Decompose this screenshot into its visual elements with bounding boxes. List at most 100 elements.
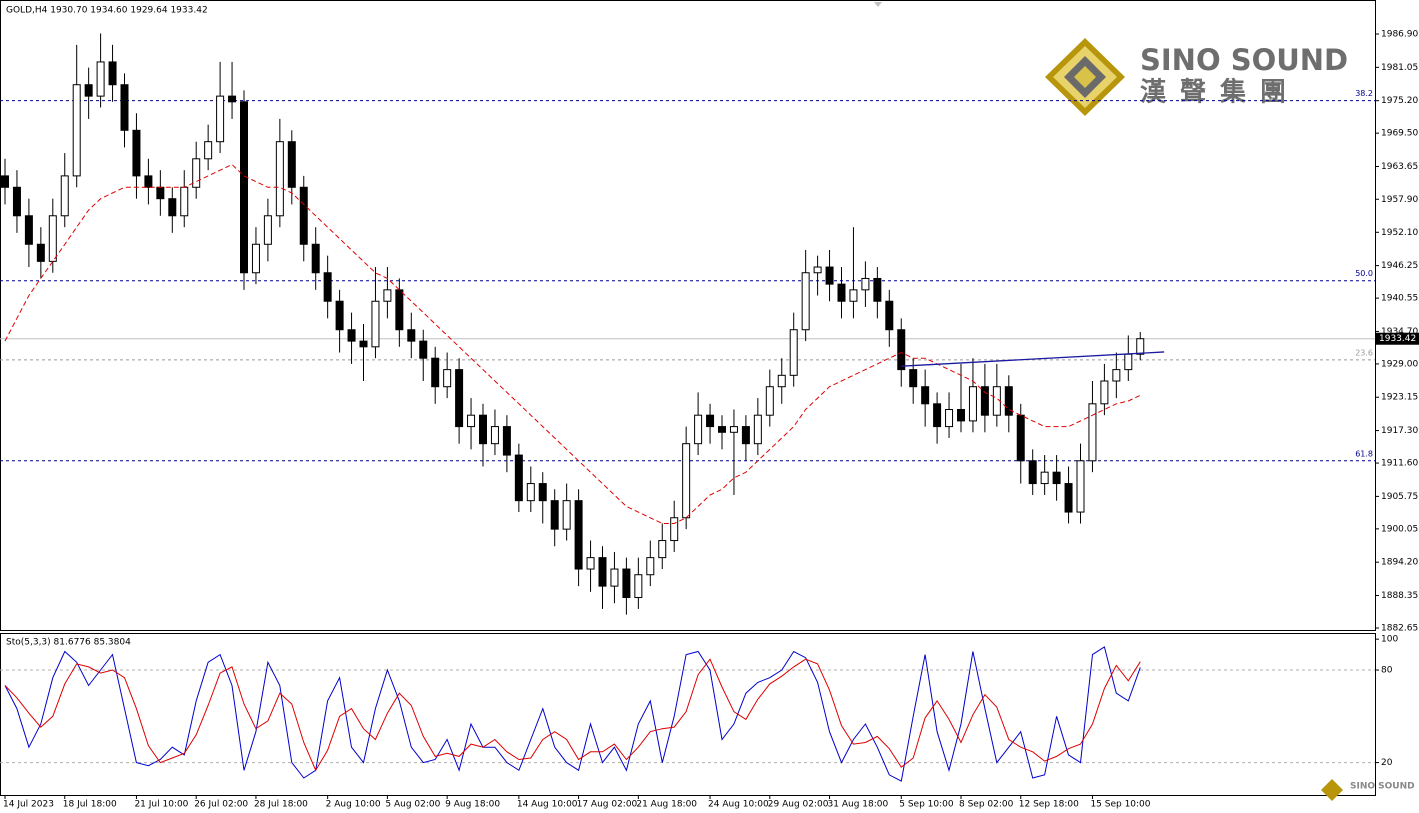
x-tick-label: 14 Aug 10:00 xyxy=(517,800,578,810)
candle-body xyxy=(765,386,774,416)
moving-average xyxy=(4,163,1141,524)
y-tick-label: 1882.65 xyxy=(1381,624,1418,634)
candle-body xyxy=(1028,460,1037,485)
candle-body xyxy=(1076,460,1085,513)
stoch-line xyxy=(4,658,1141,772)
fib-label: 50.0 xyxy=(1355,269,1373,278)
candle-body xyxy=(514,454,523,502)
candle-body xyxy=(60,175,69,217)
y-tick-label: 1900.05 xyxy=(1381,524,1418,534)
candle-body xyxy=(335,300,344,331)
candle-body xyxy=(48,215,57,262)
candle-body xyxy=(395,289,404,331)
candle-body xyxy=(670,517,679,542)
current-price-label: 1933.42 xyxy=(1379,334,1416,344)
candle-body xyxy=(957,408,965,422)
candle-body xyxy=(419,340,428,359)
candle-body xyxy=(108,61,117,86)
x-tick-label: 2 Aug 10:00 xyxy=(326,800,381,810)
candle-body xyxy=(945,408,954,428)
candle-body xyxy=(36,243,45,262)
candle-body xyxy=(753,414,762,445)
y-tick-label: 1969.50 xyxy=(1381,129,1418,139)
candle-body xyxy=(287,141,296,188)
x-tick-label: 24 Aug 10:00 xyxy=(708,800,769,810)
candle-body xyxy=(84,84,93,97)
y-tick-label: 1963.65 xyxy=(1381,162,1418,172)
y-tick-label: 1888.35 xyxy=(1381,591,1418,601)
candle-body xyxy=(646,557,655,576)
candle-body xyxy=(1052,471,1061,485)
y-tick-label: 1934.70 xyxy=(1381,327,1418,337)
fib-label: 23.6 xyxy=(1355,348,1373,357)
candle-body xyxy=(1112,369,1121,382)
x-tick-label: 15 Sep 10:00 xyxy=(1090,800,1150,810)
candle-body xyxy=(443,369,452,388)
y-tick-label: 1946.25 xyxy=(1381,261,1418,271)
candle-body xyxy=(156,186,165,200)
candle-body xyxy=(1136,338,1145,355)
candle-body xyxy=(383,289,392,302)
y-tick-label: 80 xyxy=(1381,666,1393,676)
candle-body xyxy=(263,215,272,245)
candle-body xyxy=(933,403,942,428)
candle-body xyxy=(347,329,356,342)
x-tick-label: 8 Sep 02:00 xyxy=(959,800,1014,810)
candle-body xyxy=(921,386,930,405)
candle-body xyxy=(240,101,248,274)
candle-body xyxy=(502,426,511,456)
candle-body xyxy=(562,500,571,530)
y-tick-label: 1981.05 xyxy=(1381,63,1418,73)
y-tick-label: 1975.20 xyxy=(1381,96,1418,106)
candle-body xyxy=(789,329,798,376)
candle-body xyxy=(837,283,846,302)
x-tick-label: 31 Aug 18:00 xyxy=(828,800,889,810)
x-tick-label: 21 Aug 18:00 xyxy=(636,800,697,810)
candle-body xyxy=(228,95,237,103)
candle-body xyxy=(192,158,201,188)
candle-body xyxy=(251,243,260,274)
y-tick-label: 1929.00 xyxy=(1381,359,1418,369)
x-tick-label: 5 Aug 02:00 xyxy=(385,800,440,810)
candle-body xyxy=(467,414,476,428)
y-tick-label: 20 xyxy=(1381,758,1393,768)
stoch-line xyxy=(4,646,1141,782)
x-tick-label: 14 Jul 2023 xyxy=(3,800,54,810)
candle-body xyxy=(323,272,332,302)
candle-body xyxy=(968,386,977,422)
candle-body xyxy=(1100,380,1109,405)
x-tick-label: 17 Aug 02:00 xyxy=(577,800,638,810)
candle-body xyxy=(658,540,667,559)
y-tick-label: 1911.60 xyxy=(1381,459,1418,469)
candle-body xyxy=(777,374,786,388)
fib-label: 38.2 xyxy=(1355,89,1373,98)
watermark-name: SINO SOUND xyxy=(1140,43,1348,77)
candle-body xyxy=(825,266,834,285)
candle-body xyxy=(682,443,691,519)
candle-body xyxy=(586,557,595,570)
candle-body xyxy=(873,277,882,302)
shift-marker xyxy=(874,2,882,7)
candle-body xyxy=(897,329,906,371)
trend-line xyxy=(901,351,1165,367)
candle-body xyxy=(1124,353,1133,371)
candle-body xyxy=(12,186,21,217)
small-watermark: SINO SOUND xyxy=(1350,782,1415,792)
y-tick-label: 1952.10 xyxy=(1381,228,1418,238)
candle-body xyxy=(1016,414,1025,462)
candle-body xyxy=(132,129,141,177)
x-tick-label: 5 Sep 10:00 xyxy=(899,800,954,810)
candle-body xyxy=(598,557,607,587)
candle-body xyxy=(980,386,989,416)
candle-body xyxy=(729,426,738,433)
main-pane xyxy=(0,0,1376,631)
small-logo: SINO SOUND xyxy=(1321,779,1415,801)
candle-body xyxy=(407,329,416,342)
candle-body xyxy=(849,289,858,302)
x-tick-label: 9 Aug 18:00 xyxy=(445,800,500,810)
candle-body xyxy=(311,243,320,274)
candle-body xyxy=(538,483,547,502)
y-tick-label: 100 xyxy=(1381,635,1398,645)
y-tick-label: 1917.30 xyxy=(1381,426,1418,436)
